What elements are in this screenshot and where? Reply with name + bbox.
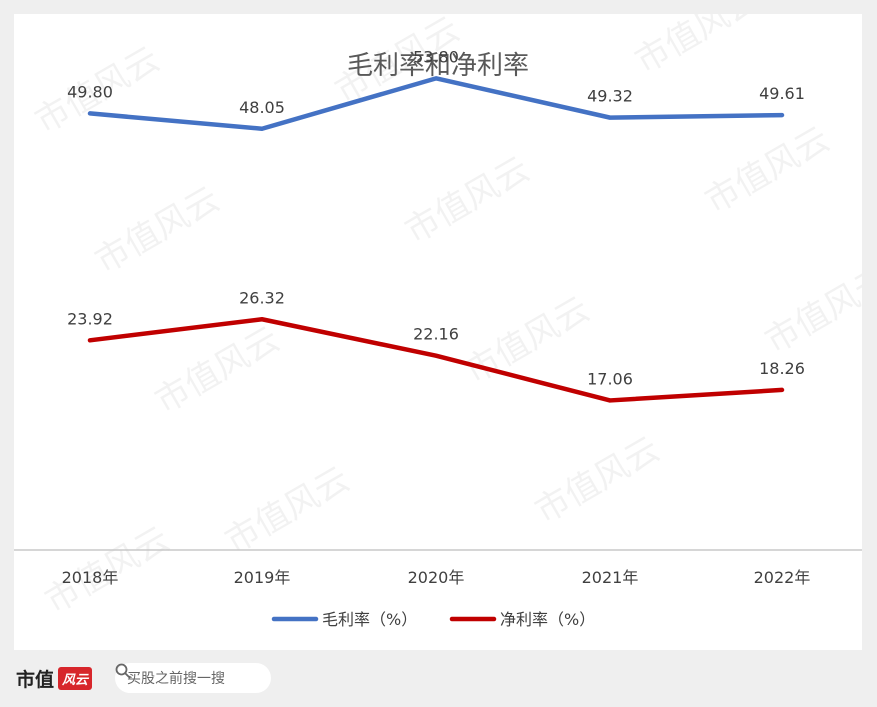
search-icon xyxy=(115,663,131,679)
x-tick-label: 2020年 xyxy=(408,568,465,587)
watermark-text: 市值风云 xyxy=(699,119,837,222)
chart-card: 市值风云 市值风云 市值风云 市值风云 市值风云 市值风云 市值风云 市值风云 市值风云 市值风云… xyxy=(14,14,862,650)
data-label: 49.61 xyxy=(759,84,805,103)
watermark-text: 市值风云 xyxy=(459,289,597,392)
watermark-text: 市值风云 xyxy=(149,319,287,422)
x-tick-label: 2019年 xyxy=(234,568,291,587)
data-label: 18.26 xyxy=(759,359,805,378)
search-box[interactable]: 买股之前搜一搜 xyxy=(115,663,271,693)
brand-logo[interactable]: 市值 风云 xyxy=(16,665,93,692)
search-placeholder: 买股之前搜一搜 xyxy=(127,671,225,687)
data-label: 53.80 xyxy=(413,47,459,66)
x-tick-label: 2021年 xyxy=(582,568,639,587)
series-line-1 xyxy=(87,76,785,132)
watermark-text: 市值风云 xyxy=(759,259,863,362)
data-label: 49.80 xyxy=(67,82,113,101)
brand-name: 市值 xyxy=(16,669,55,691)
watermark-text: 市值风云 xyxy=(629,14,767,82)
x-tick-label: 2018年 xyxy=(62,568,119,587)
data-label: 49.32 xyxy=(587,87,633,106)
series-line-2 xyxy=(87,317,785,403)
legend-label-1: 毛利率（%） xyxy=(322,610,417,629)
x-tick-label: 2022年 xyxy=(754,568,811,587)
data-label: 23.92 xyxy=(67,309,113,328)
data-label: 22.16 xyxy=(413,325,459,344)
data-label: 48.05 xyxy=(239,98,285,117)
brand-logo-mark: 风云 xyxy=(58,667,93,690)
data-label: 17.06 xyxy=(587,369,633,388)
data-label: 26.32 xyxy=(239,288,285,307)
watermark-text: 市值风云 xyxy=(219,459,357,562)
watermark-text: 市值风云 xyxy=(529,429,667,532)
watermark-text: 市值风云 xyxy=(89,179,227,282)
chart-title: 毛利率和净利率 xyxy=(347,51,529,81)
footer-bar: 市值 风云 买股之前搜一搜 xyxy=(0,650,877,707)
watermark-text: 市值风云 xyxy=(399,149,537,252)
legend-label-2: 净利率（%） xyxy=(500,610,595,629)
